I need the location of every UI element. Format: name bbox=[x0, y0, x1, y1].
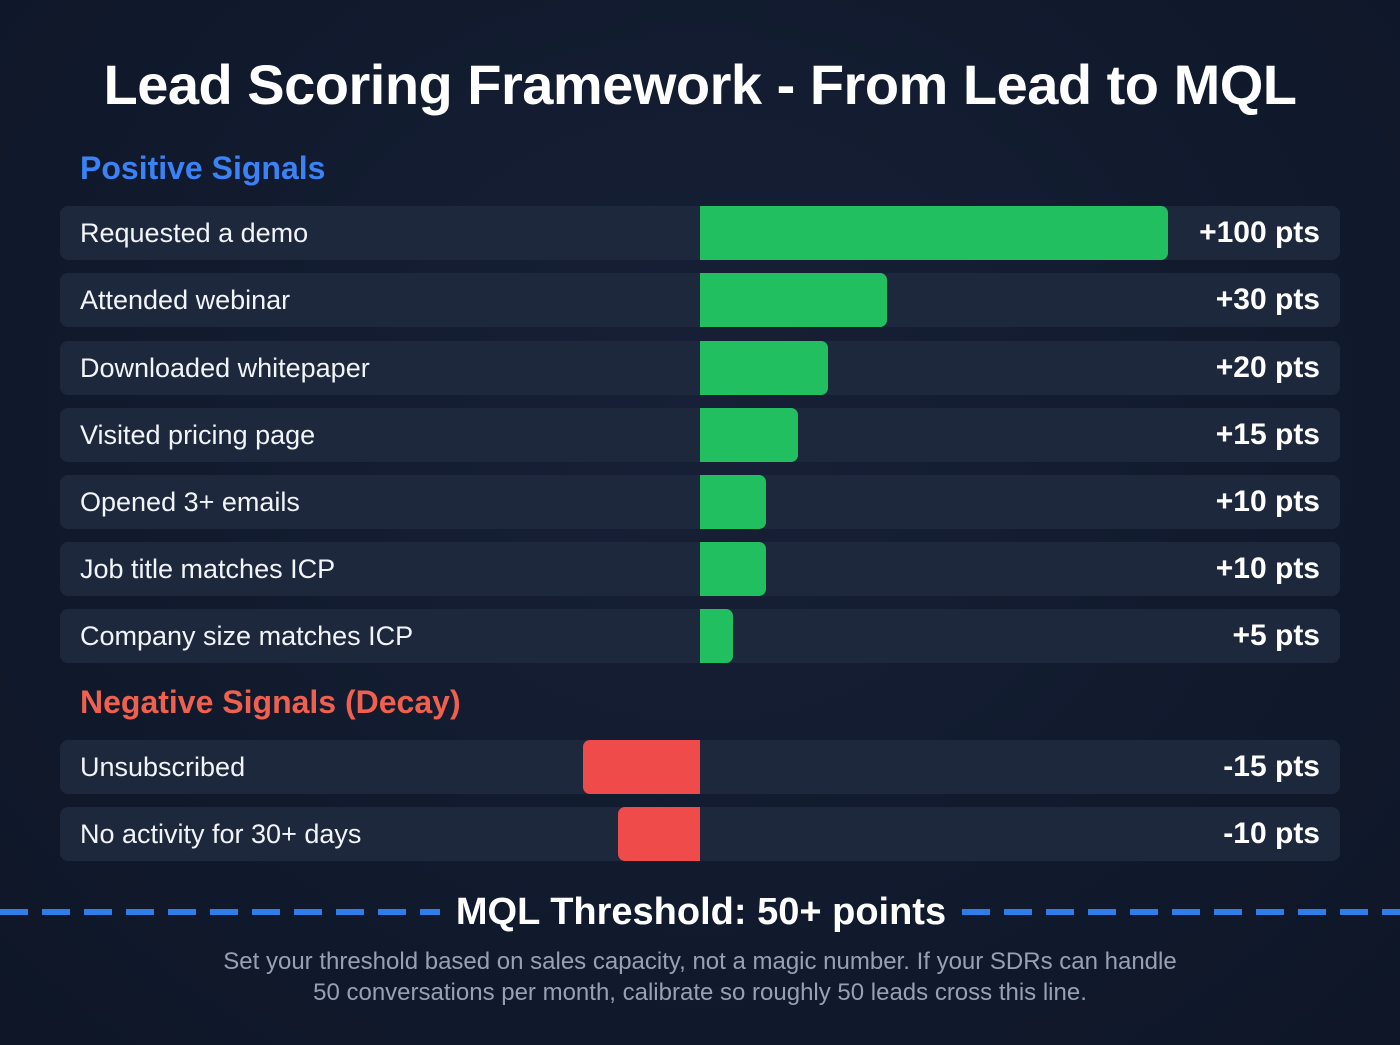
signal-points: +10 pts bbox=[1215, 485, 1320, 518]
signal-points: -10 pts bbox=[1223, 817, 1320, 850]
positive-bar bbox=[700, 341, 828, 395]
signal-points: +10 pts bbox=[1215, 552, 1320, 585]
signal-row: Downloaded whitepaper +20 pts bbox=[60, 341, 1340, 395]
signal-row: Company size matches ICP +5 pts bbox=[60, 609, 1340, 663]
signal-label: Opened 3+ emails bbox=[80, 487, 300, 517]
signal-label: Unsubscribed bbox=[80, 752, 246, 782]
signal-points: +15 pts bbox=[1215, 418, 1320, 451]
signal-label: No activity for 30+ days bbox=[80, 819, 362, 849]
signal-points: +30 pts bbox=[1215, 283, 1320, 316]
signal-row: Requested a demo +100 pts bbox=[60, 206, 1340, 260]
negative-bar bbox=[618, 807, 700, 861]
positive-bar bbox=[700, 206, 1168, 260]
signal-row: Attended webinar +30 pts bbox=[60, 273, 1340, 327]
signal-label: Downloaded whitepaper bbox=[80, 353, 370, 383]
signal-points: +100 pts bbox=[1199, 216, 1320, 249]
signal-points: +20 pts bbox=[1215, 351, 1320, 384]
page-title: Lead Scoring Framework - From Lead to MQ… bbox=[103, 53, 1298, 116]
signal-label: Attended webinar bbox=[80, 285, 291, 315]
signal-label: Requested a demo bbox=[80, 218, 309, 248]
signal-row: Opened 3+ emails +10 pts bbox=[60, 475, 1340, 529]
threshold-note-line-1: Set your threshold based on sales capaci… bbox=[223, 948, 1177, 975]
signal-points: -15 pts bbox=[1223, 750, 1320, 783]
positive-signals-heading: Positive Signals bbox=[80, 150, 326, 186]
positive-bar bbox=[700, 542, 766, 596]
positive-bar bbox=[700, 609, 733, 663]
negative-signals-heading: Negative Signals (Decay) bbox=[80, 684, 461, 720]
mql-threshold: MQL Threshold: 50+ points bbox=[0, 890, 1400, 934]
signal-row: Job title matches ICP +10 pts bbox=[60, 542, 1340, 596]
signal-points: +5 pts bbox=[1232, 619, 1320, 652]
negative-bar bbox=[583, 740, 700, 794]
signal-row: No activity for 30+ days -10 pts bbox=[60, 807, 1340, 861]
signal-row: Visited pricing page +15 pts bbox=[60, 408, 1340, 462]
positive-bar bbox=[700, 408, 798, 462]
threshold-label: MQL Threshold: 50+ points bbox=[455, 891, 947, 933]
threshold-note-line-2: 50 conversations per month, calibrate so… bbox=[313, 979, 1087, 1006]
threshold-dashed-line-left bbox=[0, 909, 440, 915]
signal-label: Visited pricing page bbox=[80, 420, 316, 450]
positive-bar bbox=[700, 273, 887, 327]
signal-row: Unsubscribed -15 pts bbox=[60, 740, 1340, 794]
signal-label: Company size matches ICP bbox=[80, 621, 414, 651]
threshold-note: Set your threshold based on sales capaci… bbox=[150, 946, 1250, 1008]
positive-bar bbox=[700, 475, 766, 529]
threshold-dashed-line-right bbox=[962, 909, 1400, 915]
signal-label: Job title matches ICP bbox=[80, 554, 336, 584]
